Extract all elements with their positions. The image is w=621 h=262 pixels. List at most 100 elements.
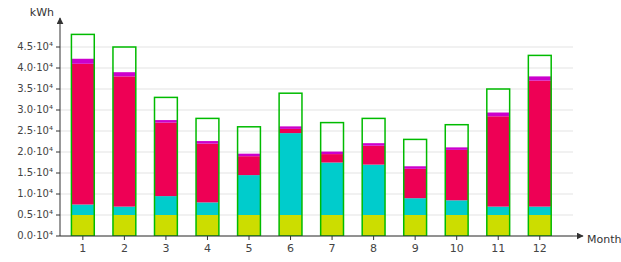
bar-segment (196, 144, 219, 203)
bar-segment (113, 207, 136, 215)
bar-segment (528, 76, 551, 80)
y-tick (56, 236, 60, 237)
x-tick-label: 2 (121, 242, 128, 255)
y-tick-label: 3.0·10⁴ (17, 104, 53, 115)
y-tick-label: 0.0·10⁴ (17, 230, 53, 241)
bar-segment (321, 215, 344, 236)
y-tick (56, 215, 60, 216)
x-tick-label: 10 (450, 242, 464, 255)
bar-segment (113, 76, 136, 206)
y-tick (56, 194, 60, 195)
bar-segment (362, 143, 385, 146)
x-tick (165, 236, 166, 240)
y-tick (56, 89, 60, 90)
bar-segment (487, 116, 510, 206)
y-tick-label: 2.5·10⁴ (17, 125, 53, 136)
x-tick (415, 236, 416, 240)
total-outline (196, 118, 219, 236)
bar-segment (445, 147, 468, 150)
x-tick-label: 9 (412, 242, 419, 255)
bar-segment (362, 215, 385, 236)
x-tick (332, 236, 333, 240)
x-tick (456, 236, 457, 240)
bar-segment (362, 165, 385, 215)
bar-segment (71, 64, 94, 205)
y-tick-label: 3.5·10⁴ (17, 83, 53, 94)
total-outline (71, 34, 94, 236)
x-tick-label: 1 (79, 242, 86, 255)
x-tick (373, 236, 374, 240)
bar-segment (321, 154, 344, 162)
bar-segment (279, 126, 302, 129)
bar-segment (71, 205, 94, 216)
y-tick (56, 47, 60, 48)
grid-line (60, 47, 573, 48)
y-tick-label: 2.0·10⁴ (17, 146, 53, 157)
total-outline (279, 93, 302, 236)
x-tick-label: 8 (370, 242, 377, 255)
y-tick (56, 173, 60, 174)
x-tick-label: 3 (162, 242, 169, 255)
x-tick (290, 236, 291, 240)
total-outline (445, 125, 468, 236)
x-tick-label: 4 (204, 242, 211, 255)
x-tick (539, 236, 540, 240)
bar-segment (279, 215, 302, 236)
bar-segment (238, 175, 261, 215)
y-tick-label: 0.5·10⁴ (17, 209, 53, 220)
bar-segment (155, 196, 178, 215)
total-outline (404, 139, 427, 236)
y-tick (56, 131, 60, 132)
bar-segment (528, 81, 551, 207)
chart: 0.0·10⁴ 0.5·10⁴ 1.0·10⁴ 1.5·10⁴ 2.0·10⁴ 2.5·1… (0, 0, 621, 262)
grid (60, 47, 573, 236)
x-tick-label: 12 (533, 242, 547, 255)
bar-segment (321, 152, 344, 155)
bar-segment (445, 150, 468, 200)
bar-segment (155, 215, 178, 236)
grid-line (60, 110, 573, 111)
y-tick-label: 4.5·10⁴ (17, 41, 53, 52)
total-outline (528, 55, 551, 236)
y-tick-label: 4.0·10⁴ (17, 62, 53, 73)
bar-segment (445, 200, 468, 215)
bar-segment (238, 154, 261, 157)
total-outline (155, 97, 178, 236)
y-axis-label: kWh (30, 6, 54, 19)
x-tick (207, 236, 208, 240)
bar-segment (196, 215, 219, 236)
x-axis-line (60, 236, 583, 237)
x-tick-label: 6 (287, 242, 294, 255)
x-tick-label: 7 (329, 242, 336, 255)
x-tick-label: 5 (246, 242, 253, 255)
bar-segment (362, 146, 385, 165)
total-outline (321, 123, 344, 236)
bar-segment (404, 166, 427, 169)
bar-segment (404, 215, 427, 236)
total-outline (362, 118, 385, 236)
bar-segment (487, 215, 510, 236)
bar-segment (113, 215, 136, 236)
x-tick (124, 236, 125, 240)
bar-segment (321, 163, 344, 216)
total-outline (238, 127, 261, 236)
y-axis-line (60, 18, 61, 236)
x-axis-label: Month (587, 233, 621, 246)
x-tick-label: 11 (491, 242, 505, 255)
bar-segment (487, 207, 510, 215)
y-tick-label: 1.5·10⁴ (17, 167, 53, 178)
x-tick (249, 236, 250, 240)
y-tick-label: 1.0·10⁴ (17, 188, 53, 199)
bar-segment (113, 72, 136, 76)
bar-segment (404, 169, 427, 198)
bar-segment (528, 207, 551, 215)
bar-segment (528, 215, 551, 236)
bar-segment (238, 215, 261, 236)
x-tick (82, 236, 83, 240)
x-tick (498, 236, 499, 240)
bar-segment (196, 202, 219, 215)
bar-segment (279, 133, 302, 215)
bar-segment (445, 215, 468, 236)
grid-line (60, 68, 573, 69)
bars (71, 34, 551, 236)
